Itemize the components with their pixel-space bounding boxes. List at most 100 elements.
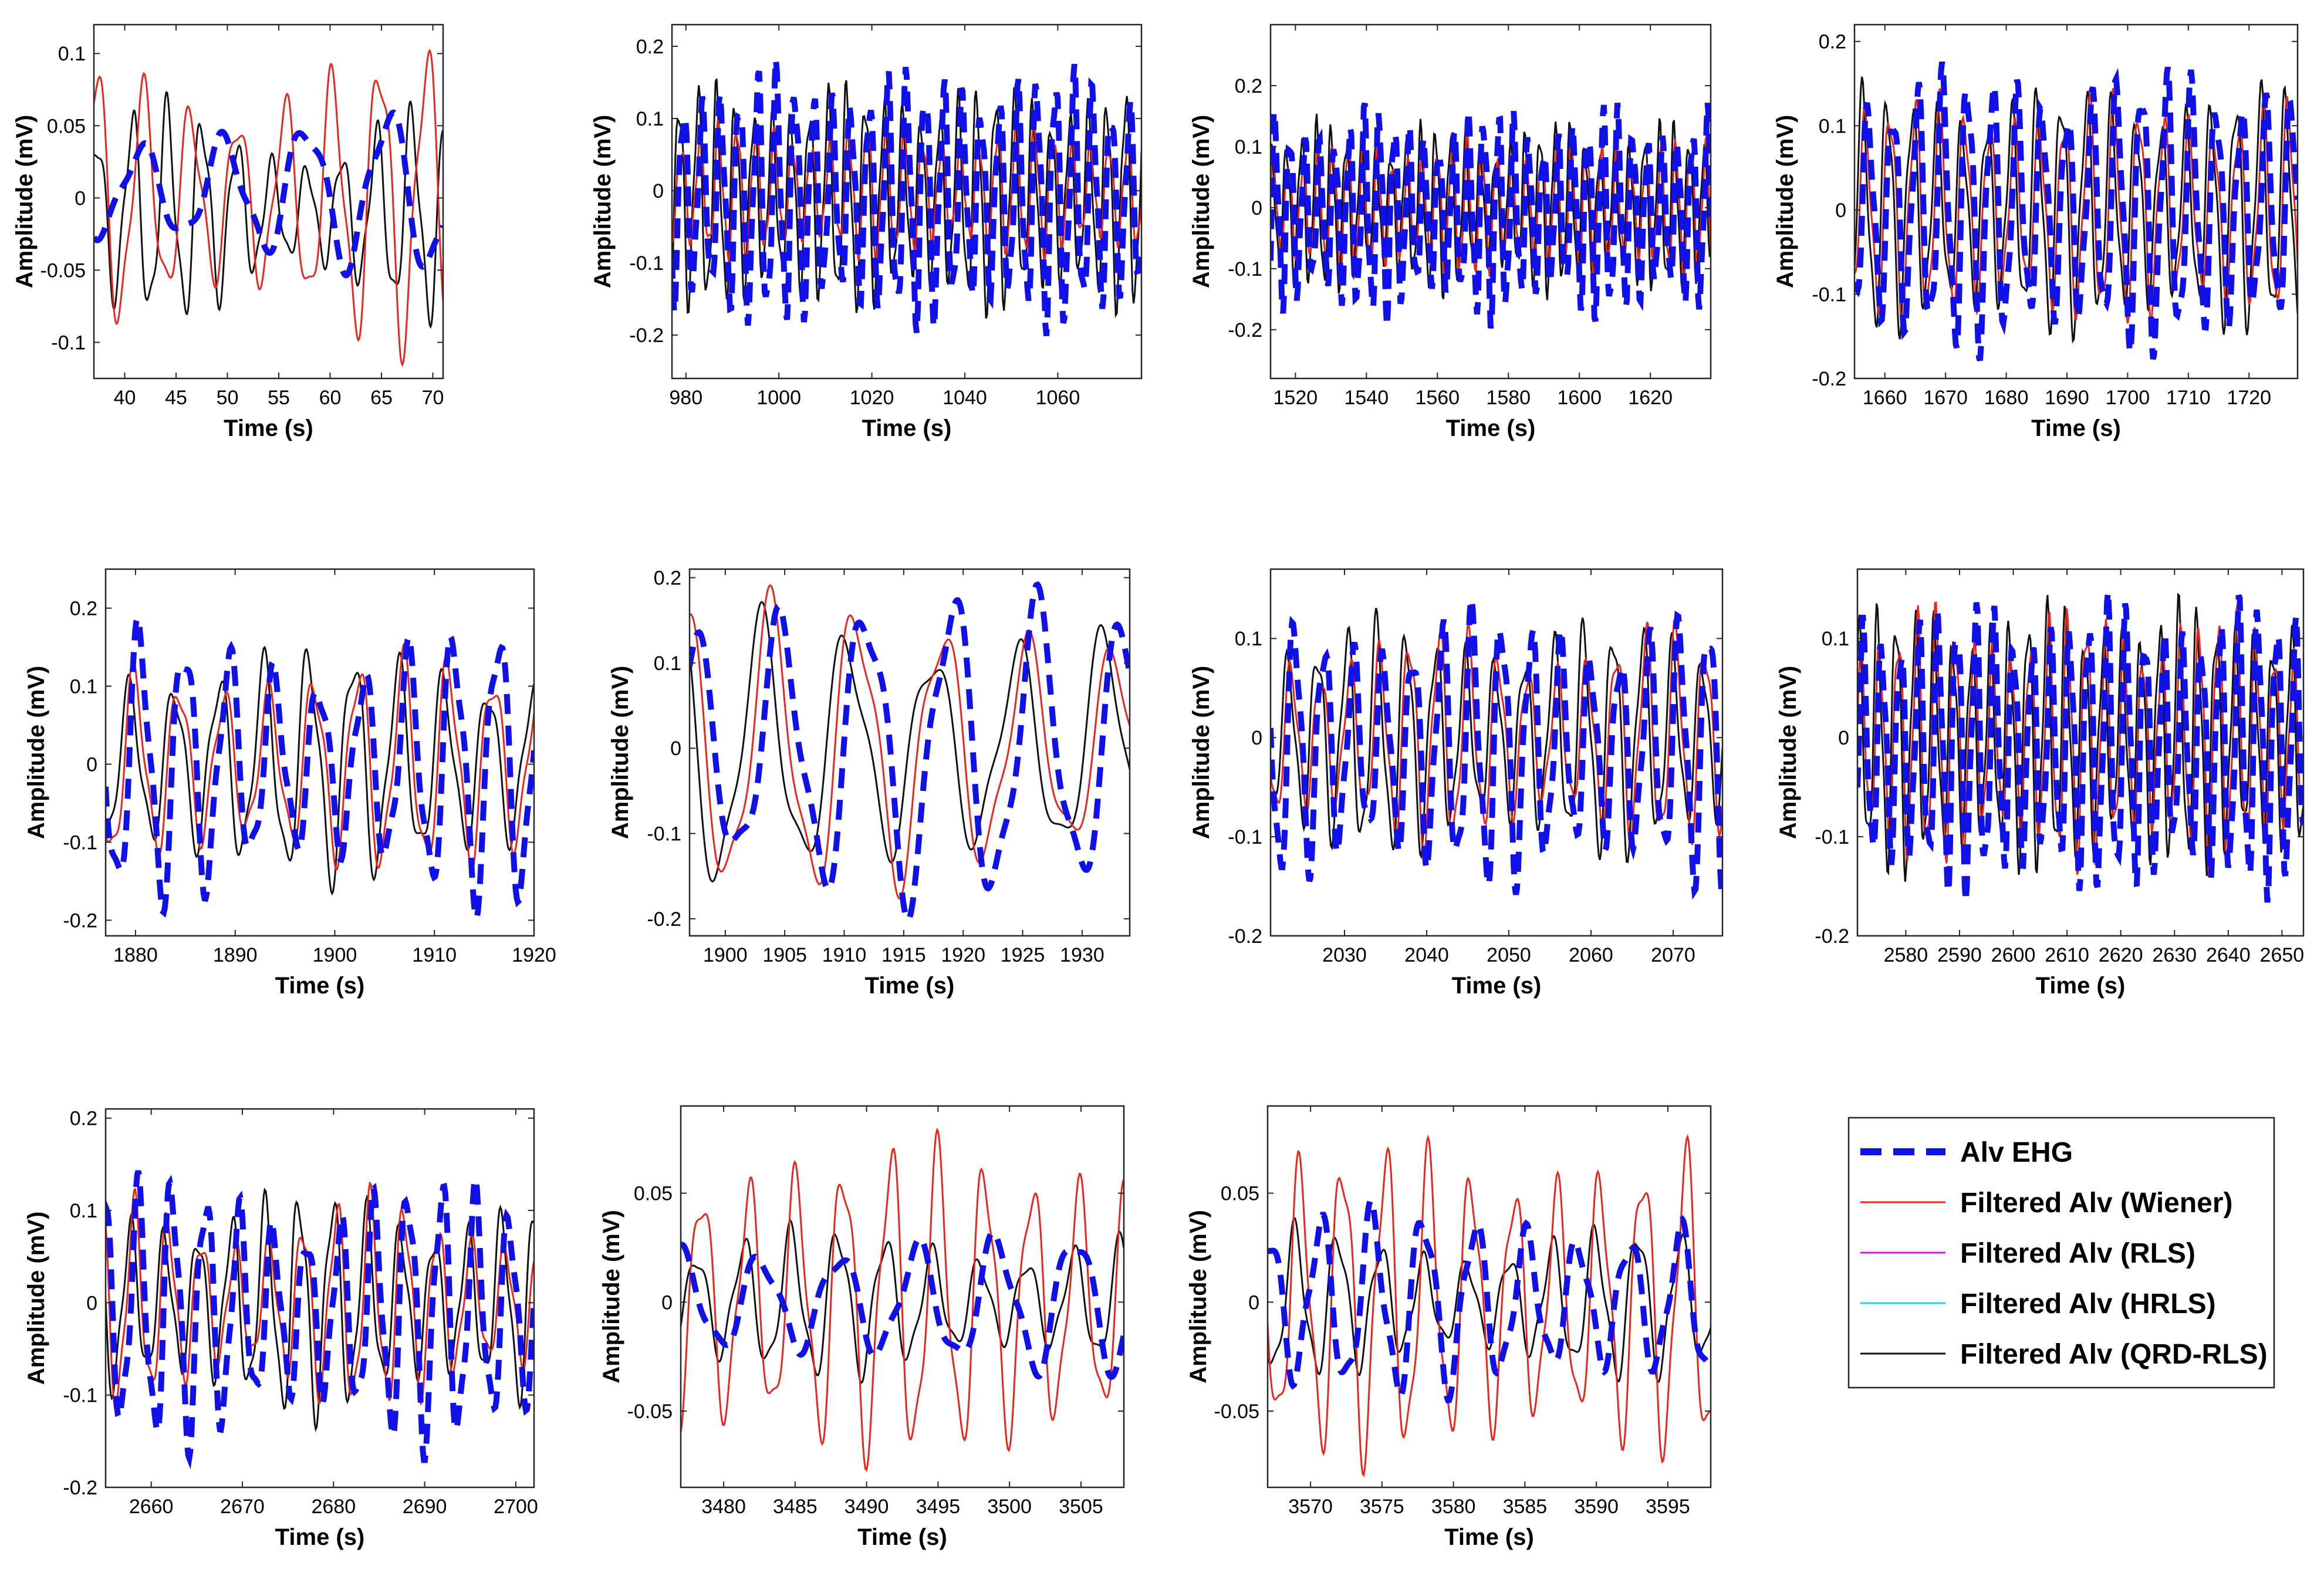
series-line-filtered-alv-wiener bbox=[106, 642, 534, 874]
subplot-7: 2030 2040 2050 2060 2070 -0.2 -0.1 0 0.1 Time (s)… bbox=[1188, 568, 1724, 999]
axes-frame bbox=[680, 1105, 1125, 1489]
x-axis-label: Time (s) bbox=[2036, 973, 2126, 999]
x-tick-label: 2620 bbox=[2099, 944, 2143, 966]
x-tick-label: 1880 bbox=[113, 944, 158, 966]
y-tick-label: -0.2 bbox=[1228, 925, 1262, 948]
y-tick-label: 0 bbox=[1251, 197, 1262, 219]
x-tick-label: 2590 bbox=[1937, 944, 1982, 966]
series-line-alv-ehg bbox=[94, 109, 443, 279]
y-axis-label: Amplitude (mV) bbox=[1185, 1210, 1211, 1384]
x-tick-label: 1680 bbox=[1984, 387, 2029, 409]
x-tick-label: 3595 bbox=[1646, 1496, 1690, 1518]
x-tick-label: 1900 bbox=[313, 944, 357, 966]
y-tick-label: 0 bbox=[1248, 1291, 1259, 1314]
y-tick-label: -0.1 bbox=[1228, 826, 1262, 848]
subplot-3: 1520 1540 1560 1580 1600 1620 -0.2 -0.1 0 0.1 0.2 T… bbox=[1188, 23, 1712, 441]
x-tick-label: 3500 bbox=[987, 1496, 1032, 1518]
subplot-1: 40 45 50 55 60 65 70 -0.1 -0.05 0 0.05 0.1 Time (s) A… bbox=[12, 23, 444, 441]
y-tick-label: 0.1 bbox=[1822, 628, 1849, 650]
y-tick-label: 0 bbox=[86, 753, 97, 776]
y-tick-label: -0.2 bbox=[63, 1477, 97, 1499]
x-axis-label: Time (s) bbox=[857, 1524, 947, 1550]
x-axis-label: Time (s) bbox=[862, 415, 952, 441]
axes-frame bbox=[671, 23, 1143, 380]
x-tick-label: 2680 bbox=[311, 1496, 356, 1518]
series-line-filtered-alv-qrd-rls bbox=[690, 601, 1130, 883]
y-tick-label: 0 bbox=[1251, 727, 1262, 749]
y-tick-label: 0 bbox=[1835, 199, 1846, 222]
series-line-filtered-alv-qrd-rls bbox=[1268, 1216, 1711, 1384]
axes-frame bbox=[1856, 568, 2305, 937]
x-axis-label: Time (s) bbox=[865, 973, 955, 999]
series-group bbox=[1855, 61, 2298, 362]
x-tick-label: 1925 bbox=[1001, 944, 1045, 966]
x-tick-label: 65 bbox=[370, 387, 393, 409]
x-axis-label: Time (s) bbox=[275, 1524, 365, 1550]
x-tick-label: 2050 bbox=[1487, 944, 1531, 966]
series-line-filtered-alv-qrd-rls bbox=[1857, 593, 2303, 882]
x-tick-label: 1710 bbox=[2166, 387, 2211, 409]
y-axis-label: Amplitude (mV) bbox=[23, 1212, 49, 1385]
series-group bbox=[106, 1170, 534, 1470]
x-tick-label: 980 bbox=[669, 387, 702, 409]
plot-area bbox=[94, 25, 443, 378]
y-tick-label: -0.05 bbox=[1214, 1401, 1260, 1423]
y-tick-label: 0.1 bbox=[1235, 628, 1262, 650]
series-line-alv-ehg bbox=[681, 1229, 1124, 1381]
x-tick-label: 3585 bbox=[1503, 1496, 1548, 1518]
x-tick-label: 1620 bbox=[1628, 387, 1673, 409]
subplot-2: 980 1000 1020 1040 1060 -0.2 -0.1 0 0.1 0.2 Time (… bbox=[590, 23, 1143, 441]
y-tick-label: 0.1 bbox=[1819, 115, 1846, 137]
y-tick-label: -0.1 bbox=[63, 1385, 97, 1407]
series-group bbox=[672, 59, 1141, 336]
x-axis-label: Time (s) bbox=[275, 973, 365, 999]
subplot-4: 1660 1670 1680 1690 1700 1710 1720 -0.2 -0.1 0 0.1… bbox=[1772, 23, 2299, 441]
series-line-filtered-alv-wiener bbox=[690, 584, 1130, 900]
series-group bbox=[1268, 1134, 1711, 1477]
x-tick-label: 2040 bbox=[1404, 944, 1449, 966]
series-line-alv-ehg bbox=[1855, 61, 2298, 362]
y-tick-label: 0.1 bbox=[70, 1200, 97, 1222]
x-tick-label: 1060 bbox=[1036, 387, 1080, 409]
y-axis-label: Amplitude (mV) bbox=[12, 115, 38, 289]
axes-frame bbox=[1853, 23, 2299, 380]
x-tick-label: 1600 bbox=[1557, 387, 1602, 409]
x-axis-label: Time (s) bbox=[1444, 1524, 1534, 1550]
legend-label: Filtered Alv (RLS) bbox=[1960, 1238, 2195, 1269]
x-tick-label: 3480 bbox=[701, 1496, 746, 1518]
y-tick-label: 0.2 bbox=[636, 36, 664, 58]
y-axis-label: Amplitude (mV) bbox=[1188, 115, 1214, 289]
y-tick-label: -0.2 bbox=[63, 909, 97, 932]
y-tick-label: -0.1 bbox=[647, 823, 681, 845]
x-tick-label: 2670 bbox=[220, 1496, 265, 1518]
y-tick-label: 0.1 bbox=[1235, 136, 1262, 158]
series-line-filtered-alv-qrd-rls bbox=[681, 1219, 1124, 1384]
x-tick-label: 1900 bbox=[703, 944, 748, 966]
y-tick-label: 0.2 bbox=[70, 1108, 97, 1130]
legend-label: Filtered Alv (QRD-RLS) bbox=[1960, 1339, 2268, 1370]
x-tick-label: 2630 bbox=[2152, 944, 2197, 966]
y-tick-label: -0.2 bbox=[629, 324, 664, 347]
y-tick-label: -0.1 bbox=[1815, 826, 1849, 848]
x-tick-label: 2030 bbox=[1322, 944, 1367, 966]
x-tick-label: 1700 bbox=[2106, 387, 2150, 409]
x-tick-label: 1915 bbox=[881, 944, 926, 966]
x-tick-label: 2580 bbox=[1884, 944, 1928, 966]
axes-frame bbox=[688, 568, 1131, 937]
y-tick-label: 0.2 bbox=[1819, 31, 1846, 53]
subplot-9: 2660 2670 2680 2690 2700 -0.2 -0.1 0 0.1 0.2 Time … bbox=[23, 1108, 538, 1550]
y-tick-label: 0 bbox=[670, 738, 681, 760]
axes-frame bbox=[104, 568, 535, 937]
y-tick-label: 0.05 bbox=[1221, 1183, 1259, 1205]
y-tick-label: 0.1 bbox=[70, 675, 97, 698]
x-tick-label: 55 bbox=[268, 387, 290, 409]
series-line-filtered-alv-qrd-rls bbox=[94, 91, 443, 329]
x-tick-label: 1920 bbox=[512, 944, 556, 966]
legend-label: Alv EHG bbox=[1960, 1137, 2073, 1168]
x-tick-label: 3570 bbox=[1288, 1496, 1333, 1518]
y-tick-label: 0 bbox=[661, 1291, 673, 1314]
x-tick-label: 1580 bbox=[1486, 387, 1531, 409]
x-tick-label: 2600 bbox=[1991, 944, 2036, 966]
x-tick-label: 2070 bbox=[1651, 944, 1695, 966]
